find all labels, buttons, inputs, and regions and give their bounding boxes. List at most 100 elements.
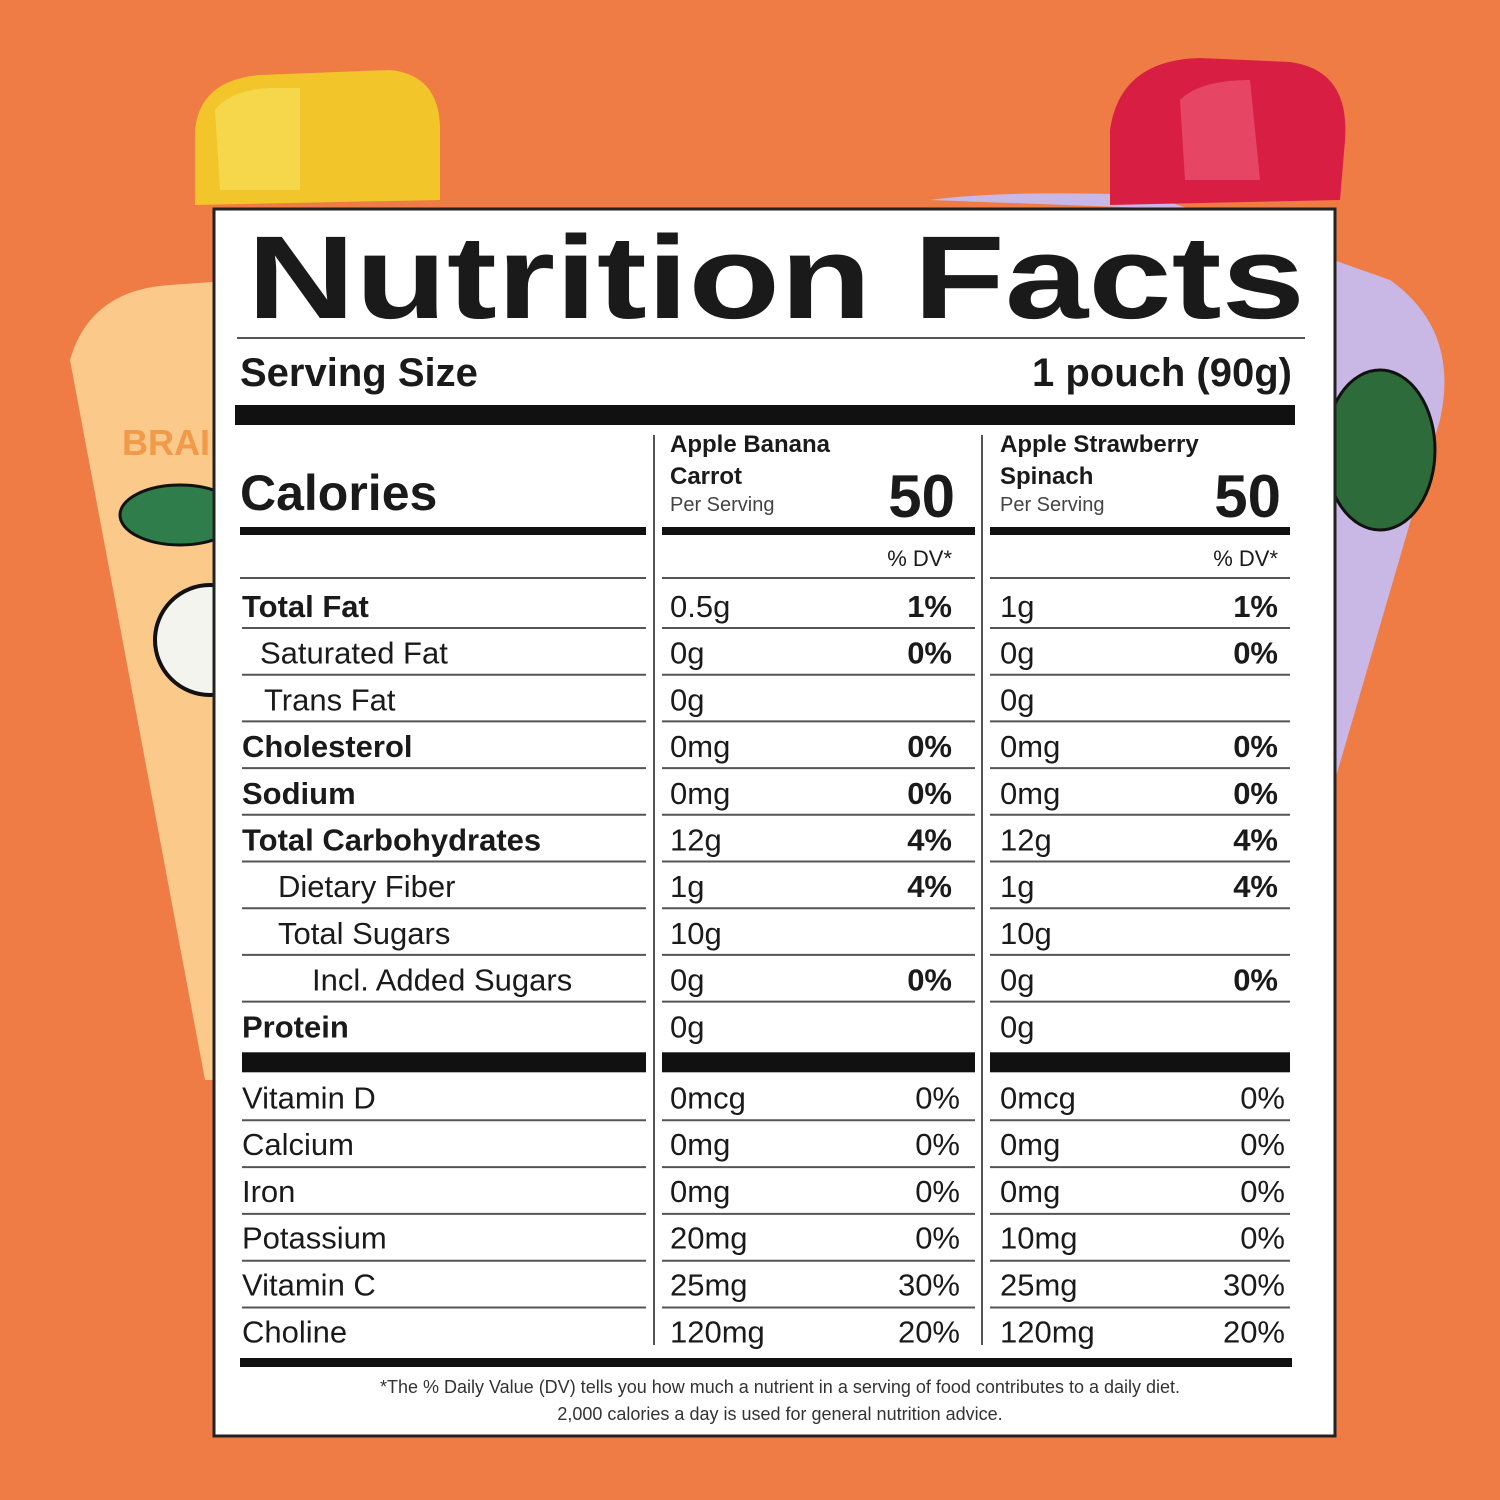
spinach-drawing	[1323, 368, 1437, 532]
calories-value: 50	[888, 463, 955, 530]
nutrient-label: Cholesterol	[242, 729, 413, 764]
serving-size-label: Serving Size	[240, 351, 478, 395]
per-serving: Per Serving	[670, 494, 775, 516]
footnote: 2,000 calories a day is used for general…	[557, 1404, 1002, 1424]
rule-thick	[240, 527, 646, 535]
vitamin-dv: 0%	[1240, 1221, 1285, 1256]
product-name-line: Apple Banana	[670, 431, 831, 458]
dv-header: % DV*	[1213, 546, 1278, 571]
nutrient-label: Protein	[242, 1009, 349, 1044]
nutrient-amount: 0g	[670, 636, 704, 671]
nutrient-label: Total Carbohydrates	[242, 823, 541, 858]
product-name: Apple Strawberry Spinach	[1000, 431, 1199, 490]
vitamin-label: Potassium	[242, 1221, 387, 1256]
nutrient-dv: 1%	[907, 589, 952, 624]
vitamin-dv: 20%	[898, 1314, 960, 1349]
rule-thick	[240, 1358, 1292, 1367]
nutrient-label: Sodium	[242, 776, 356, 811]
vitamin-dv: 0%	[915, 1127, 960, 1162]
vitamin-dv: 30%	[898, 1268, 960, 1303]
nutrient-amount: 10g	[1000, 916, 1052, 951]
nutrient-amount: 1g	[1000, 869, 1034, 904]
vitamin-dv: 20%	[1223, 1314, 1285, 1349]
cap-shine	[215, 88, 300, 190]
nutrient-amount: 0g	[1000, 682, 1034, 717]
nutrient-amount: 0g	[670, 1009, 704, 1044]
product-name-line: Spinach	[1000, 463, 1093, 490]
nutrient-label: Trans Fat	[264, 682, 396, 717]
vitamin-label: Vitamin C	[242, 1268, 376, 1303]
vitamin-amount: 20mg	[670, 1221, 748, 1256]
nutrient-dv: 4%	[907, 869, 952, 904]
nutrient-dv: 0%	[907, 636, 952, 671]
rule-thick	[662, 527, 975, 535]
vitamin-amount: 25mg	[1000, 1268, 1078, 1303]
nutrient-label: Total Sugars	[278, 916, 450, 951]
footnote: *The % Daily Value (DV) tells you how mu…	[380, 1377, 1180, 1397]
nutrient-dv: 4%	[907, 823, 952, 858]
vitamin-dv: 0%	[1240, 1127, 1285, 1162]
rule-thick	[662, 1052, 975, 1073]
nutrient-amount: 1g	[1000, 589, 1034, 624]
nutrient-amount: 0mg	[1000, 729, 1060, 764]
vitamin-amount: 10mg	[1000, 1221, 1078, 1256]
pouch-text: BRAI	[122, 422, 210, 463]
nutrient-amount: 0g	[1000, 963, 1034, 998]
vitamin-amount: 120mg	[1000, 1314, 1095, 1349]
vitamin-amount: 0mg	[1000, 1174, 1060, 1209]
nutrient-dv: 0%	[1233, 776, 1278, 811]
vitamin-dv: 0%	[915, 1174, 960, 1209]
nutrient-amount: 0g	[670, 682, 704, 717]
nutrient-dv: 1%	[1233, 589, 1278, 624]
title: Nutrition Facts	[247, 212, 1305, 344]
per-serving: Per Serving	[1000, 494, 1105, 516]
nutrient-dv: 0%	[1233, 729, 1278, 764]
nutrient-amount: 0mg	[670, 729, 730, 764]
nutrient-label: Total Fat	[242, 589, 369, 624]
nutrient-dv: 4%	[1233, 869, 1278, 904]
vitamin-dv: 0%	[1240, 1174, 1285, 1209]
nutrient-dv: 0%	[907, 963, 952, 998]
vitamin-amount: 25mg	[670, 1268, 748, 1303]
vitamin-amount: 0mg	[670, 1174, 730, 1209]
cap-shine	[1180, 80, 1260, 180]
vitamin-amount: 0mcg	[1000, 1080, 1076, 1115]
nutrient-amount: 0.5g	[670, 589, 730, 624]
vitamin-dv: 0%	[1240, 1080, 1285, 1115]
rule-thick	[235, 405, 1295, 425]
vitamin-amount: 0mcg	[670, 1080, 746, 1115]
nutrient-dv: 0%	[907, 729, 952, 764]
nutrient-dv: 0%	[907, 776, 952, 811]
vitamin-label: Calcium	[242, 1127, 354, 1162]
nutrient-amount: 12g	[670, 823, 722, 858]
nutrient-amount: 0g	[1000, 1009, 1034, 1044]
vitamin-label: Vitamin D	[242, 1080, 376, 1115]
vitamin-amount: 0mg	[1000, 1127, 1060, 1162]
nutrient-amount: 0g	[1000, 636, 1034, 671]
nutrient-dv: 0%	[1233, 963, 1278, 998]
rule-thick	[242, 1052, 646, 1073]
serving-size-value: 1 pouch (90g)	[1032, 351, 1292, 395]
nutrient-amount: 0g	[670, 963, 704, 998]
nutrient-amount: 0mg	[1000, 776, 1060, 811]
calories-label: Calories	[240, 465, 437, 521]
nutrient-amount: 1g	[670, 869, 704, 904]
vitamin-label: Iron	[242, 1174, 295, 1209]
vitamin-label: Choline	[242, 1314, 347, 1349]
nutrient-dv: 0%	[1233, 636, 1278, 671]
label-content: Nutrition Facts Serving Size 1 pouch (90g)…	[235, 212, 1305, 1424]
left-pouch	[70, 280, 240, 1080]
nutrient-amount: 12g	[1000, 823, 1052, 858]
vitamin-dv: 0%	[915, 1080, 960, 1115]
dv-header: % DV*	[887, 546, 952, 571]
nutrient-dv: 4%	[1233, 823, 1278, 858]
vitamin-amount: 120mg	[670, 1314, 765, 1349]
nutrient-label: Dietary Fiber	[278, 869, 455, 904]
nutrient-amount: 0mg	[670, 776, 730, 811]
product-name: Apple Banana Carrot	[670, 431, 831, 490]
product-name-line: Carrot	[670, 463, 742, 490]
nutrient-label: Incl. Added Sugars	[312, 963, 572, 998]
nutrient-amount: 10g	[670, 916, 722, 951]
